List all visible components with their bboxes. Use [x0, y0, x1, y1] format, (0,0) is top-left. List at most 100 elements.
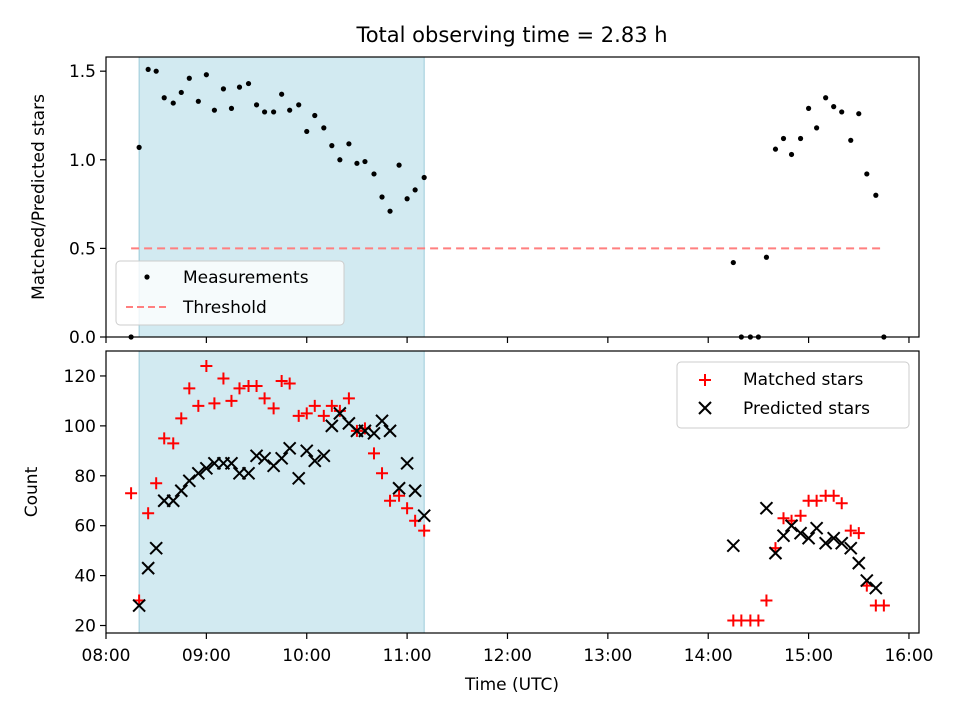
predicted-stars-point: [417, 509, 431, 523]
measurements-point: [211, 107, 217, 113]
predicted-stars-point: [768, 546, 783, 560]
matched-stars-point: [384, 494, 397, 507]
legend-matched-marker: [699, 374, 711, 386]
legend-predicted-label: Predicted stars: [743, 399, 870, 419]
measurements-point: [814, 125, 820, 131]
matched-stars-point: [308, 399, 321, 412]
predicted-stars-point: [835, 536, 849, 550]
x-tick-label: 15:00: [784, 646, 833, 666]
bottom-panel: 20 40 60 80 100 120 08:00 09:00 10:00 11:00 12:00 1…: [22, 350, 933, 695]
bottom-y-tick-label: 80: [74, 467, 96, 487]
top-chart-title: Total observing time = 2.83 h: [355, 23, 667, 47]
x-tick-label: 09:00: [182, 646, 231, 666]
legend-threshold-label: Threshold: [182, 298, 267, 318]
measurements-point: [404, 196, 410, 202]
top-panel: 0.0 0.5 1.0 1.5 Matched/Predicted stars Mea…: [29, 56, 920, 348]
predicted-stars-point: [400, 456, 414, 471]
predicted-stars-point: [199, 461, 214, 475]
predicted-stars-point: [241, 466, 256, 480]
x-tick-label: 10:00: [282, 646, 331, 666]
measurements-point: [421, 174, 427, 181]
predicted-stars-point: [182, 474, 197, 488]
matched-stars-point: [300, 407, 313, 420]
measurements-point: [220, 86, 227, 92]
measurements-point: [354, 160, 360, 166]
predicted-stars-point: [292, 471, 306, 485]
predicted-stars-point: [776, 528, 791, 543]
top-y-tick-label: 1.0: [69, 151, 96, 171]
measurements-point: [321, 125, 327, 131]
measurements-point: [730, 259, 736, 266]
measurements-point: [304, 128, 310, 135]
measurements-point: [203, 72, 209, 78]
predicted-stars-point: [801, 531, 816, 545]
predicted-stars-point: [392, 481, 406, 495]
top-legend-box: [115, 260, 345, 326]
legend-measurements-marker: [144, 274, 150, 280]
predicted-stars-point: [282, 441, 297, 456]
predicted-stars-point: [852, 556, 866, 570]
measurements-point: [379, 194, 385, 200]
top-y-axis-label: Matched/Predicted stars: [29, 94, 49, 300]
predicted-stars-point: [784, 518, 799, 533]
measurements-point: [387, 208, 393, 214]
matched-stars-point: [760, 594, 773, 607]
predicted-stars-point: [408, 484, 422, 498]
measurements-point: [873, 192, 879, 198]
matched-stars-point: [376, 467, 389, 480]
measurements-point: [145, 66, 151, 73]
matched-stars-point: [225, 394, 238, 407]
matched-stars-point: [342, 392, 355, 405]
legend-measurements-label: Measurements: [183, 268, 309, 288]
matched-stars-point: [367, 447, 380, 460]
top-y-tick-label: 1.5: [69, 62, 96, 82]
x-tick-label: 08:00: [82, 646, 131, 666]
measurements-point: [161, 95, 167, 101]
measurements-point: [371, 171, 377, 177]
predicted-stars-point: [191, 466, 206, 480]
measurements-point: [839, 109, 845, 115]
predicted-stars-point: [257, 451, 272, 466]
measurements-point: [312, 112, 318, 119]
measurements-point: [848, 137, 854, 143]
measurements-point: [856, 111, 862, 117]
matched-stars-point: [794, 509, 807, 522]
bottom-y-tick-label: 100: [64, 417, 96, 437]
bottom-y-tick-label: 40: [74, 567, 96, 587]
predicted-stars-point: [274, 451, 289, 466]
measurements-point: [195, 98, 201, 104]
x-tick-label: 16:00: [884, 646, 933, 666]
bottom-legend-box: [676, 361, 910, 429]
matched-stars-point: [401, 502, 414, 515]
x-tick-label: 11:00: [383, 646, 432, 666]
measurements-point: [337, 157, 343, 163]
predicted-stars-point: [249, 449, 264, 463]
matched-stars-point: [325, 399, 338, 412]
matched-stars-point: [192, 399, 205, 412]
matched-stars-point: [283, 377, 296, 390]
matched-stars-point: [250, 379, 263, 392]
predicted-stars-point: [308, 454, 322, 468]
matched-stars-point: [175, 412, 188, 425]
top-y-tick-label: 0.5: [69, 239, 96, 259]
matched-stars-point: [835, 497, 848, 510]
measurements-point: [329, 143, 335, 149]
predicted-stars-point: [759, 501, 774, 515]
measurements-point: [805, 105, 812, 111]
measurements-point: [763, 254, 770, 260]
top-axes: 0.0 0.5 1.0 1.5: [69, 62, 910, 348]
bottom-shaded-region: [138, 350, 425, 634]
predicted-stars-point: [174, 484, 188, 498]
measurements-point: [772, 146, 779, 152]
matched-stars-point: [752, 614, 765, 627]
predicted-stars-point: [149, 541, 163, 555]
predicted-stars-point: [325, 419, 339, 433]
measurements-point: [296, 102, 302, 108]
matched-stars-point: [292, 409, 305, 422]
predicted-stars-point: [317, 449, 331, 463]
measurements-point: [788, 151, 795, 158]
matched-stars-point: [258, 392, 271, 405]
matched-stars-point: [142, 507, 155, 520]
predicted-stars-point: [844, 541, 858, 555]
